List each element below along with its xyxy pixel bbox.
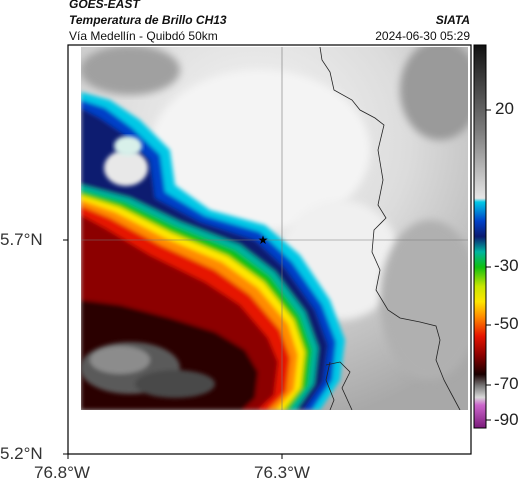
lat-label-5-7: 5.7°N: [0, 230, 43, 249]
source-label: SIATA: [435, 13, 470, 27]
map-image: [81, 47, 468, 410]
timestamp-label: 2024-06-30 05:29: [375, 29, 470, 43]
region-label: Vía Medellín - Quibdó 50km: [69, 29, 218, 43]
lon-label-76-8: 76.8°W: [34, 463, 90, 482]
colorbar: [473, 44, 487, 429]
colorbar-label-minus30: -30: [494, 256, 519, 275]
colorbar-label-minus70: -70: [494, 374, 519, 393]
lon-label-76-3: 76.3°W: [254, 463, 310, 482]
location-star-icon: ★: [258, 233, 269, 247]
lat-label-5-2: 5.2°N: [0, 444, 43, 463]
colorbar-label-20: 20: [495, 99, 514, 118]
colorbar-label-minus90: -90: [494, 410, 519, 429]
product-title: Temperatura de Brillo CH13: [69, 13, 227, 27]
colorbar-label-minus50: -50: [494, 314, 519, 333]
satellite-title: GOES-EAST: [69, 0, 140, 11]
